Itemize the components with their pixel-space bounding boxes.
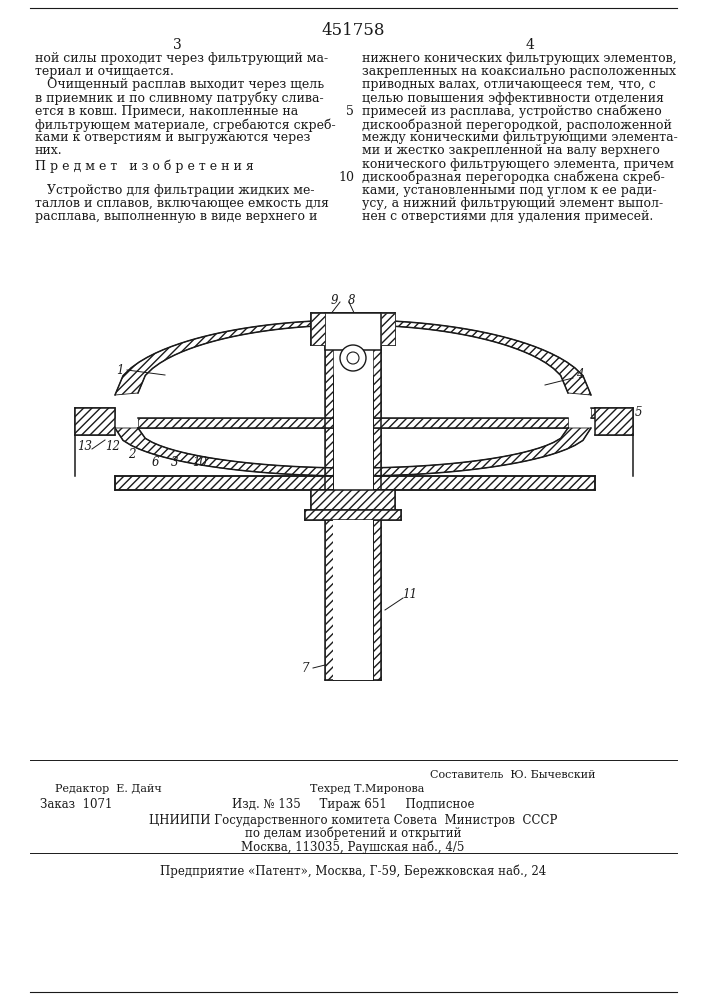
- Text: усу, а нижний фильтрующий элемент выпол-: усу, а нижний фильтрующий элемент выпол-: [362, 197, 663, 210]
- Text: ется в ковш. Примеси, накопленные на: ется в ковш. Примеси, накопленные на: [35, 105, 298, 118]
- Text: Редактор  Е. Дайч: Редактор Е. Дайч: [55, 784, 162, 794]
- Text: нижнего конических фильтрующих элементов,: нижнего конических фильтрующих элементов…: [362, 52, 677, 65]
- Text: 10: 10: [338, 171, 354, 184]
- Text: Очищенный расплав выходит через щель: Очищенный расплав выходит через щель: [35, 78, 324, 91]
- Text: между коническими фильтрующими элемента-: между коническими фильтрующими элемента-: [362, 131, 678, 144]
- Polygon shape: [115, 320, 591, 395]
- Text: 7: 7: [301, 662, 309, 674]
- Text: примесей из расплава, устройство снабжено: примесей из расплава, устройство снабжен…: [362, 105, 662, 118]
- Text: Изд. № 135     Тираж 651     Подписное: Изд. № 135 Тираж 651 Подписное: [232, 798, 474, 811]
- Text: Составитель  Ю. Бычевский: Составитель Ю. Бычевский: [430, 770, 595, 780]
- Text: 10: 10: [192, 456, 207, 470]
- Text: Заказ  1071: Заказ 1071: [40, 798, 112, 811]
- Polygon shape: [311, 313, 395, 345]
- Polygon shape: [115, 476, 595, 490]
- Text: таллов и сплавов, включающее емкость для: таллов и сплавов, включающее емкость для: [35, 197, 329, 210]
- Polygon shape: [591, 408, 595, 418]
- Text: Устройство для фильтрации жидких ме-: Устройство для фильтрации жидких ме-: [35, 184, 315, 197]
- Text: 13: 13: [78, 440, 93, 454]
- Circle shape: [340, 345, 366, 371]
- Polygon shape: [138, 418, 568, 428]
- Text: нен с отверстиями для удаления примесей.: нен с отверстиями для удаления примесей.: [362, 210, 653, 223]
- Text: 11: 11: [402, 588, 418, 601]
- Text: ками к отверстиям и выгружаются через: ками к отверстиям и выгружаются через: [35, 131, 310, 144]
- Text: них.: них.: [35, 144, 63, 157]
- Polygon shape: [325, 313, 381, 350]
- Polygon shape: [305, 510, 401, 520]
- Text: Предприятие «Патент», Москва, Г-59, Бережковская наб., 24: Предприятие «Патент», Москва, Г-59, Бере…: [160, 864, 546, 878]
- Text: дискообразной перегородкой, расположенной: дискообразной перегородкой, расположенно…: [362, 118, 672, 131]
- Polygon shape: [115, 428, 591, 476]
- Polygon shape: [333, 345, 373, 680]
- Polygon shape: [325, 345, 381, 680]
- Text: приводных валах, отличающееся тем, что, с: приводных валах, отличающееся тем, что, …: [362, 78, 656, 91]
- Polygon shape: [333, 520, 373, 680]
- Polygon shape: [311, 313, 325, 345]
- Text: ЦНИИПИ Государственного комитета Совета  Министров  СССР: ЦНИИПИ Государственного комитета Совета …: [148, 814, 557, 827]
- Text: расплава, выполненную в виде верхнего и: расплава, выполненную в виде верхнего и: [35, 210, 317, 223]
- Text: 8: 8: [348, 294, 356, 306]
- Polygon shape: [311, 490, 395, 510]
- Text: в приемник и по сливному патрубку слива-: в приемник и по сливному патрубку слива-: [35, 92, 324, 105]
- Text: 1: 1: [116, 363, 124, 376]
- Circle shape: [347, 352, 359, 364]
- Text: 2: 2: [128, 448, 136, 462]
- Bar: [75, 310, 635, 730]
- Text: Техред Т.Миронова: Техред Т.Миронова: [310, 784, 424, 794]
- Text: 4: 4: [576, 368, 584, 381]
- Text: 6: 6: [151, 456, 159, 470]
- Polygon shape: [75, 408, 115, 435]
- Text: Москва, 113035, Раушская наб., 4/5: Москва, 113035, Раушская наб., 4/5: [241, 840, 464, 854]
- Text: дискообразная перегородка снабжена скреб-: дискообразная перегородка снабжена скреб…: [362, 171, 665, 184]
- Text: 5: 5: [634, 406, 642, 418]
- Polygon shape: [381, 313, 395, 345]
- Text: ками, установленными под углом к ее ради-: ками, установленными под углом к ее ради…: [362, 184, 657, 197]
- Text: 9: 9: [330, 294, 338, 306]
- Text: 3: 3: [173, 38, 182, 52]
- Text: П р е д м е т   и з о б р е т е н и я: П р е д м е т и з о б р е т е н и я: [35, 160, 254, 173]
- Text: по делам изобретений и открытий: по делам изобретений и открытий: [245, 827, 461, 840]
- Text: фильтрующем материале, сгребаются скреб-: фильтрующем материале, сгребаются скреб-: [35, 118, 336, 131]
- Text: 12: 12: [105, 440, 120, 454]
- Text: 5: 5: [346, 105, 354, 118]
- Text: закрепленных на коаксиально расположенных: закрепленных на коаксиально расположенны…: [362, 65, 676, 78]
- Text: ми и жестко закрепленной на валу верхнего: ми и жестко закрепленной на валу верхнег…: [362, 144, 660, 157]
- Text: териал и очищается.: териал и очищается.: [35, 65, 174, 78]
- Text: 3: 3: [171, 456, 179, 470]
- Text: 4: 4: [525, 38, 534, 52]
- Polygon shape: [595, 408, 633, 435]
- Text: конического фильтрующего элемента, причем: конического фильтрующего элемента, приче…: [362, 158, 674, 171]
- Text: целью повышения эффективности отделения: целью повышения эффективности отделения: [362, 92, 664, 105]
- Text: 451758: 451758: [321, 22, 385, 39]
- Text: ной силы проходит через фильтрующий ма-: ной силы проходит через фильтрующий ма-: [35, 52, 328, 65]
